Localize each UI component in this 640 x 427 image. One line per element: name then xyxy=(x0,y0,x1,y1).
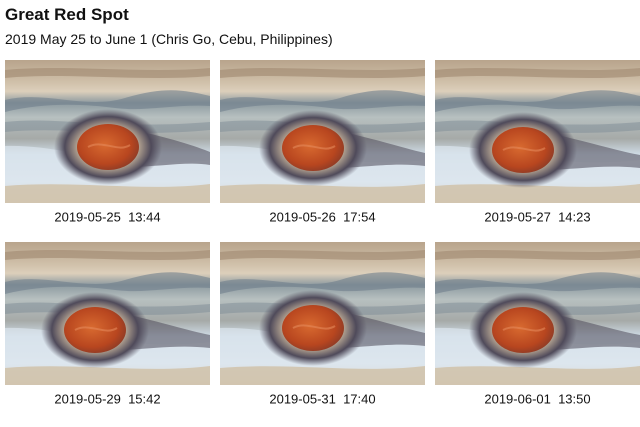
panel xyxy=(5,60,210,203)
caption: 2019-05-31 17:40 xyxy=(269,391,375,406)
panel xyxy=(220,242,425,385)
subtitle: 2019 May 25 to June 1 (Chris Go, Cebu, P… xyxy=(5,31,333,47)
panel xyxy=(5,242,210,385)
spot-detail xyxy=(87,143,131,149)
caption: 2019-05-26 17:54 xyxy=(269,209,375,224)
red-spot xyxy=(282,125,344,171)
spot-detail xyxy=(74,326,118,332)
caption: 2019-06-01 13:50 xyxy=(484,391,590,406)
panel xyxy=(220,60,425,203)
panel xyxy=(435,242,640,385)
spot-detail xyxy=(502,146,546,152)
title: Great Red Spot xyxy=(5,5,129,24)
red-spot xyxy=(492,127,554,173)
spot-detail xyxy=(292,144,336,150)
panel xyxy=(435,60,640,203)
caption: 2019-05-27 14:23 xyxy=(484,209,590,224)
caption: 2019-05-25 13:44 xyxy=(54,209,160,224)
red-spot xyxy=(64,307,126,353)
spot-detail xyxy=(292,324,336,330)
red-spot xyxy=(282,305,344,351)
red-spot xyxy=(492,307,554,353)
caption: 2019-05-29 15:42 xyxy=(54,391,160,406)
spot-detail xyxy=(502,326,546,332)
red-spot xyxy=(77,124,139,170)
